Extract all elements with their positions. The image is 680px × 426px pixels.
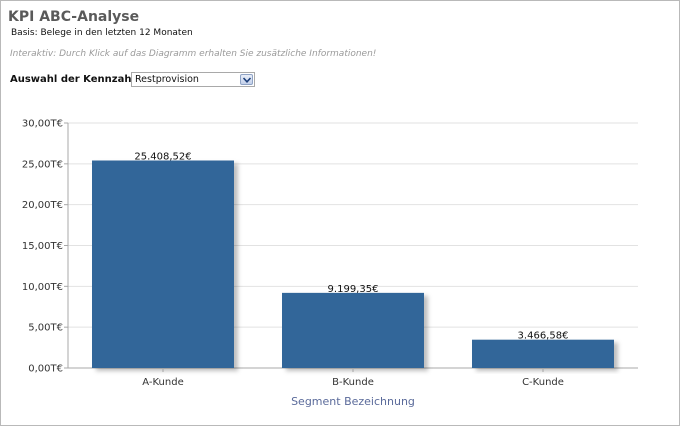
y-tick-label: 25,00T€ [22, 159, 63, 170]
chevron-down-icon[interactable] [240, 74, 253, 85]
y-tick-label: 20,00T€ [22, 200, 63, 211]
kpi-select[interactable]: Restprovision [131, 72, 255, 87]
interaction-hint: Interaktiv: Durch Klick auf das Diagramm… [10, 49, 377, 59]
x-tick-label: A-Kunde [142, 377, 183, 388]
page-title: KPI ABC-Analyse [8, 9, 140, 25]
x-tick-label: B-Kunde [332, 377, 374, 388]
x-tick-label: C-Kunde [522, 377, 564, 388]
y-tick-label: 30,00T€ [22, 119, 63, 130]
x-axis-title: Segment Bezeichnung [291, 395, 415, 408]
page-subtitle: Basis: Belege in den letzten 12 Monaten [11, 28, 193, 38]
kpi-selector-label: Auswahl der Kennzahl [10, 74, 135, 85]
y-tick-label: 10,00T€ [22, 282, 63, 293]
y-tick-label: 15,00T€ [22, 241, 63, 252]
bar-b-kunde[interactable] [282, 292, 424, 368]
y-tick-label: 0,00T€ [28, 364, 63, 375]
data-label: 3.466,58€ [518, 331, 569, 342]
data-label: 9.199,35€ [328, 284, 379, 295]
bar-a-kunde[interactable] [92, 160, 234, 368]
bar-c-kunde[interactable] [472, 339, 614, 368]
data-label: 25.408,52€ [134, 151, 191, 162]
y-tick-label: 5,00T€ [28, 323, 63, 334]
kpi-select-value: Restprovision [135, 74, 199, 85]
